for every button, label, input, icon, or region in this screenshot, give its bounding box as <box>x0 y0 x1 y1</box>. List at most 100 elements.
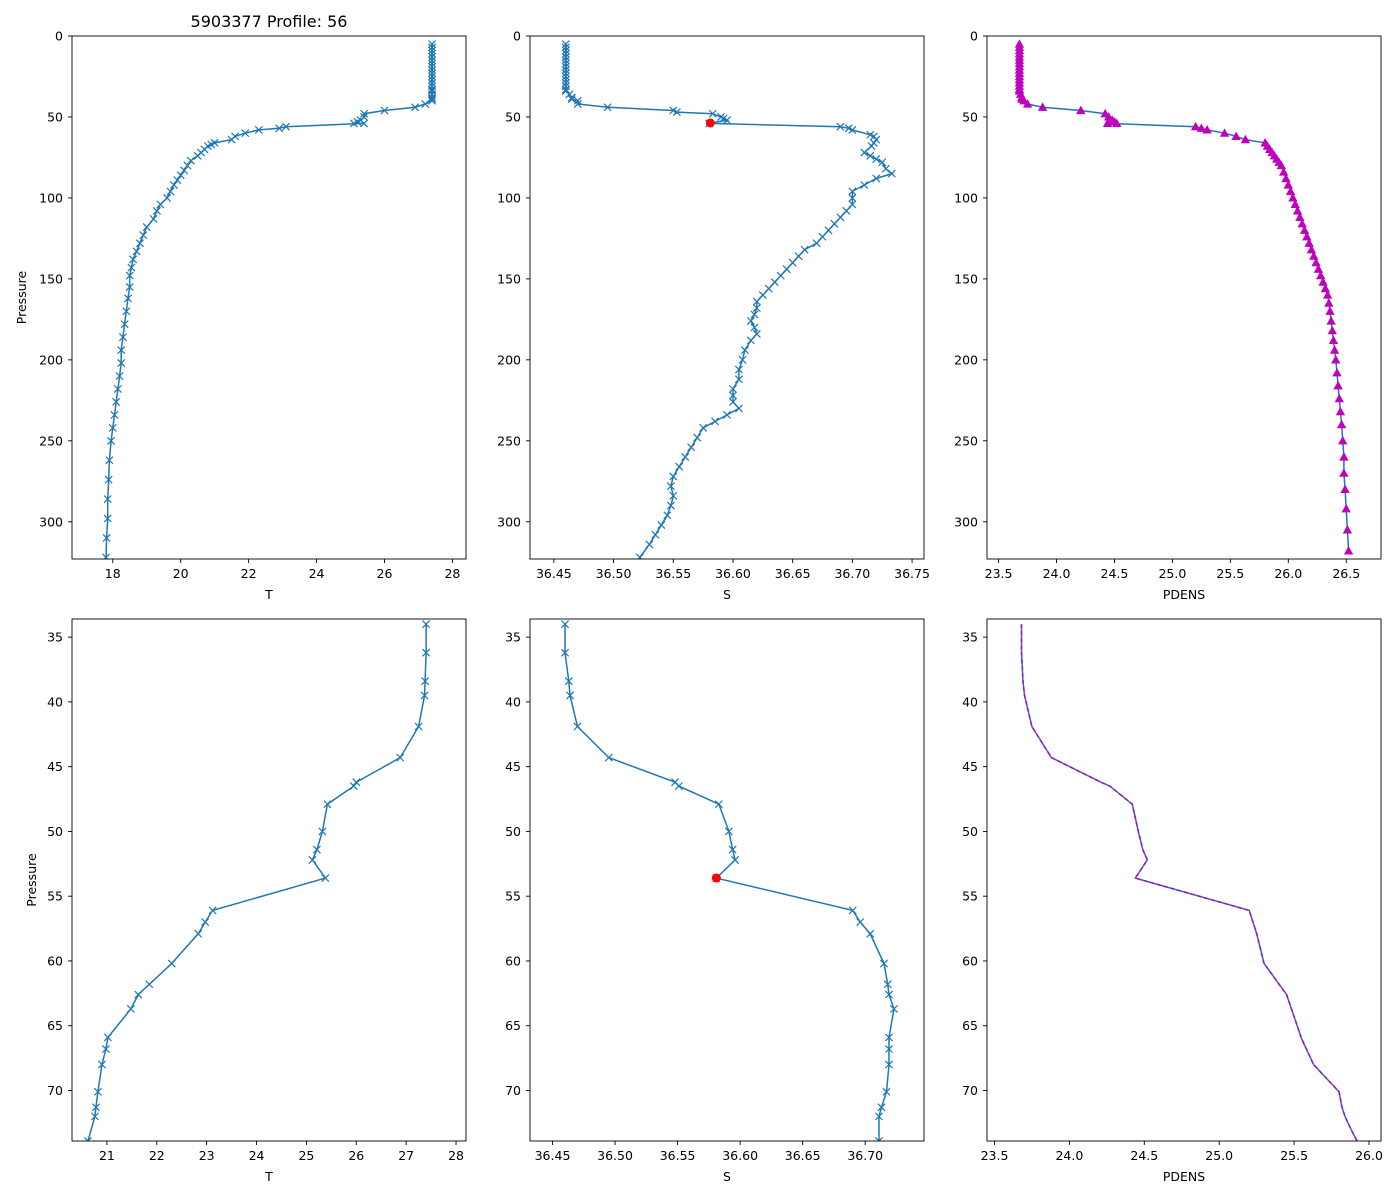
data-point <box>107 436 116 445</box>
plot-area <box>1014 39 1354 555</box>
x-tick-label: 26 <box>377 566 393 581</box>
data-point <box>1311 257 1321 267</box>
y-tick-label: 300 <box>497 514 521 529</box>
y-axis-label: Pressure <box>14 271 29 325</box>
data-point <box>561 78 570 87</box>
data-point <box>103 514 112 523</box>
y-tick-label: 45 <box>47 759 63 774</box>
data-point <box>666 482 675 491</box>
data-point <box>428 56 437 65</box>
x-axis-label: S <box>723 1169 731 1184</box>
data-point <box>134 990 143 999</box>
x-tick-label: 22 <box>241 566 257 581</box>
data-point <box>711 417 720 426</box>
data-point <box>663 511 672 520</box>
data-point <box>420 691 429 700</box>
data-point <box>428 59 437 68</box>
data-point <box>848 187 857 196</box>
y-tick-label: 70 <box>505 1083 521 1098</box>
data-point <box>411 103 420 112</box>
y-tick-label: 50 <box>505 109 521 124</box>
data-point <box>180 166 189 175</box>
x-axis-label: PDENS <box>1163 587 1205 602</box>
y-tick-label: 250 <box>39 433 63 448</box>
data-point <box>428 65 437 75</box>
panel-bottom-temperature: 21 22 23 24 25 26 27 28 35 40 45 50 55 60 65 70 T Pressur… <box>24 618 467 1184</box>
data-point <box>422 648 431 657</box>
data-point <box>428 78 437 87</box>
data-point <box>561 53 570 62</box>
data-point <box>167 959 176 968</box>
x-tick-label: 26.0 <box>1274 566 1302 581</box>
data-point <box>848 193 857 202</box>
data-point <box>561 46 570 55</box>
y-tick-label: 50 <box>47 824 63 839</box>
data-point <box>728 845 737 854</box>
data-point <box>687 443 696 452</box>
y-tick-label: 55 <box>962 889 978 904</box>
data-point <box>308 855 317 864</box>
x-tick-label: 36.70 <box>834 566 870 581</box>
data-point <box>708 109 717 118</box>
data-point <box>1299 225 1310 234</box>
y-tick-label: 0 <box>513 29 521 44</box>
x-tick-label: 25 <box>298 1148 314 1163</box>
plot-area <box>1020 624 1358 1141</box>
series-line-dashed <box>1020 624 1358 1141</box>
data-point <box>573 99 582 109</box>
data-point <box>848 906 857 915</box>
panel-bottom-salinity: 36.45 36.50 36.55 36.60 36.65 36.70 35 40 45 50 55… <box>505 618 925 1184</box>
y-tick-label: 200 <box>39 352 63 367</box>
data-point <box>561 56 570 65</box>
data-point <box>83 1136 92 1141</box>
data-point <box>113 384 122 394</box>
x-tick-label: 28 <box>448 1148 464 1163</box>
data-point <box>156 200 165 209</box>
x-tick-label: 24.0 <box>1043 566 1071 581</box>
data-point <box>139 231 148 240</box>
x-tick-label: 23 <box>199 1148 215 1163</box>
data-point <box>169 180 178 189</box>
data-point <box>126 1004 135 1013</box>
data-point <box>421 99 430 109</box>
x-tick-label: 36.50 <box>597 1148 633 1163</box>
data-point <box>675 462 684 471</box>
data-point <box>567 93 576 102</box>
axes-frame <box>71 618 467 1142</box>
x-axis-label: S <box>723 587 731 602</box>
x-tick-label: 22 <box>149 1148 165 1163</box>
data-point <box>776 271 785 280</box>
x-tick-label: 20 <box>173 566 189 581</box>
data-point <box>193 151 202 160</box>
data-point <box>208 906 217 915</box>
flagged-point <box>705 118 715 128</box>
x-tick-label: 36.50 <box>596 566 632 581</box>
data-point <box>561 62 570 71</box>
series-line-S <box>565 44 894 558</box>
data-point <box>142 223 151 232</box>
data-point <box>714 800 723 809</box>
data-point <box>127 263 136 272</box>
panel-top-salinity: 36.45 36.50 36.55 36.60 36.65 36.70 36.75 0 50 10… <box>497 29 930 603</box>
data-point <box>152 206 161 215</box>
x-tick-label: 24.5 <box>1130 1148 1158 1163</box>
data-point <box>1338 435 1348 445</box>
data-point <box>818 232 827 241</box>
data-point <box>105 456 114 465</box>
data-point <box>874 1112 883 1121</box>
data-point <box>93 1087 102 1096</box>
data-point <box>604 753 613 762</box>
data-point <box>414 722 423 731</box>
data-point <box>117 359 126 368</box>
y-tick-label: 60 <box>962 953 978 968</box>
axes-frame <box>71 35 467 560</box>
data-point <box>281 122 291 131</box>
y-tick-label: 35 <box>505 630 521 645</box>
data-point <box>428 93 437 102</box>
plot-area <box>561 40 896 559</box>
data-point <box>101 553 110 559</box>
axes-frame <box>986 35 1382 560</box>
data-point <box>872 174 881 183</box>
y-tick-label: 35 <box>47 630 63 645</box>
